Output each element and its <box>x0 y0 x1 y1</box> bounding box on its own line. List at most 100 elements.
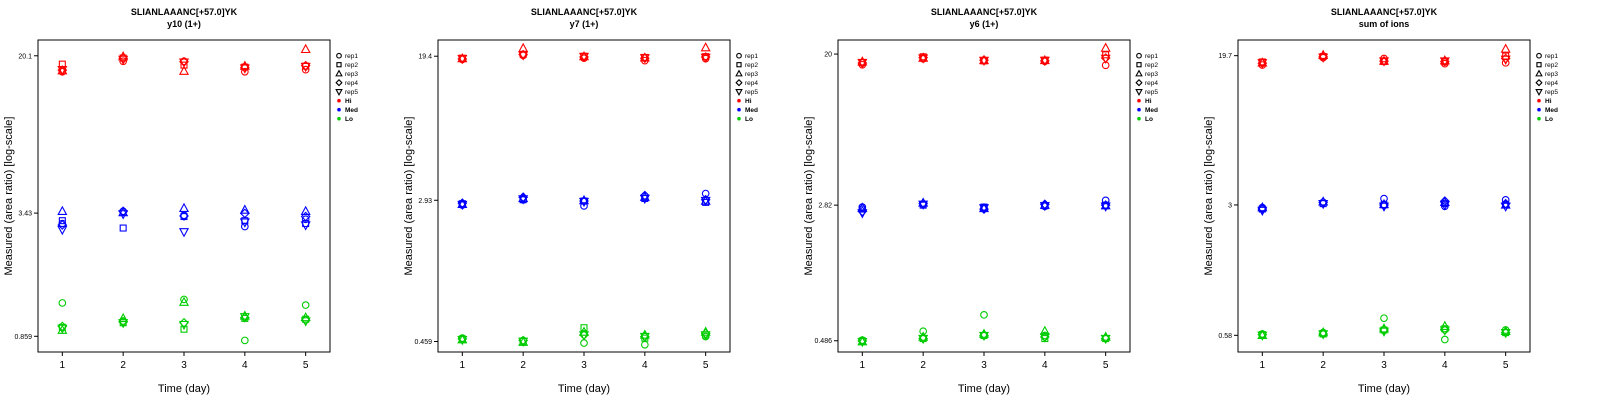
data-point-hi-rep3 <box>178 65 190 75</box>
data-point-hi-rep5 <box>300 62 311 73</box>
x-tick-label: 4 <box>1042 360 1048 371</box>
data-point-med-rep1 <box>301 215 310 224</box>
data-point-hi-rep5 <box>700 53 711 64</box>
x-axis-label: Time (day) <box>558 383 610 395</box>
x-tick-label: 5 <box>303 360 309 371</box>
data-point-med-rep4 <box>1439 196 1450 206</box>
data-point-lo-rep3 <box>300 311 311 322</box>
y-tick-label: 0.459 <box>414 339 432 346</box>
data-point-hi-rep5 <box>857 58 868 69</box>
data-point-hi-rep5 <box>239 64 250 74</box>
legend-marker-hi <box>1537 98 1541 103</box>
data-point-med-rep1 <box>1101 196 1110 205</box>
x-axis-label: Time (day) <box>158 383 210 395</box>
rep3-legend-marker <box>735 69 743 77</box>
data-point-hi-rep3 <box>1039 54 1050 65</box>
data-point-lo-rep5 <box>1378 327 1390 337</box>
legend-label-hi: Hi <box>345 98 352 105</box>
data-point-hi-rep5 <box>457 54 468 65</box>
legend-label-rep2: rep2 <box>745 62 758 69</box>
legend-label-med: Med <box>745 107 758 114</box>
data-point-med-rep5 <box>857 209 868 219</box>
data-point-lo-rep3 <box>118 312 129 323</box>
data-point-hi-rep5 <box>1500 55 1511 65</box>
data-point-med-rep5 <box>1257 206 1268 217</box>
data-point-hi-rep5 <box>1318 53 1329 63</box>
legend-label-rep2: rep2 <box>345 62 358 69</box>
y-tick-label: 2.93 <box>418 198 432 205</box>
plot-box <box>837 39 1131 353</box>
data-point-lo-rep3 <box>178 296 190 306</box>
rep5-legend-marker <box>335 88 343 96</box>
scatter-plot-y7: SLIANLAAANC[+57.0]YK y7 (1+) Measured (a… <box>403 7 758 395</box>
x-tick-label: 1 <box>1260 360 1266 371</box>
data-point-med-rep4 <box>179 211 189 221</box>
x-tick-label: 2 <box>520 360 526 371</box>
y-axis-label: Measured (area ratio) [log-scale] <box>3 117 15 276</box>
data-point-hi-rep5 <box>639 54 650 64</box>
legend-label-rep5: rep5 <box>1145 89 1158 96</box>
data-point-med-rep4 <box>300 211 311 222</box>
x-tick-label: 3 <box>1381 360 1387 371</box>
data-point-hi-rep4 <box>1500 53 1511 64</box>
rep1-legend-marker <box>336 52 342 59</box>
rep3-legend-marker <box>335 69 343 77</box>
y-tick-label: 19.7 <box>1218 53 1232 60</box>
data-point-hi-rep3 <box>1378 55 1390 65</box>
x-tick-label: 2 <box>1320 360 1326 371</box>
rep4-legend-marker <box>735 79 743 87</box>
rep3-legend-marker <box>1135 69 1143 77</box>
rep4-legend-marker <box>335 79 343 87</box>
data-point-med-rep4 <box>1100 200 1111 211</box>
data-point-lo-rep5 <box>918 334 929 345</box>
panel-title: SLIANLAAANC[+57.0]YK <box>931 7 1038 17</box>
data-point-med-rep5 <box>700 196 711 207</box>
scatter-plot-y6: SLIANLAAANC[+57.0]YK y6 (1+) Measured (a… <box>803 7 1158 395</box>
data-point-hi-rep5 <box>1257 59 1268 69</box>
y-tick-label: 0.859 <box>14 334 32 341</box>
data-point-lo-rep3 <box>1439 320 1450 330</box>
data-point-lo-rep5 <box>239 313 250 323</box>
panel-title: SLIANLAAANC[+57.0]YK <box>531 7 638 17</box>
data-point-lo-rep5 <box>700 331 711 341</box>
data-point-hi-rep5 <box>57 65 68 76</box>
data-point-lo-rep1 <box>301 301 310 309</box>
legend-label-rep3: rep3 <box>345 71 358 78</box>
rep2-legend-marker <box>1536 62 1542 68</box>
legend-label-rep1: rep1 <box>1145 53 1158 60</box>
data-point-med-rep5 <box>978 204 990 214</box>
x-tick-label: 1 <box>60 360 66 371</box>
data-point-hi-rep5 <box>978 56 990 67</box>
data-point-med-rep5 <box>239 218 250 228</box>
data-point-med-rep5 <box>457 200 468 211</box>
data-point-med-rep4 <box>239 208 250 219</box>
legend-label-rep4: rep4 <box>345 80 358 87</box>
rep4-legend-marker <box>1135 79 1143 87</box>
x-tick-label: 4 <box>1442 360 1448 371</box>
data-point-hi-rep5 <box>178 58 190 68</box>
x-tick-label: 4 <box>242 360 248 371</box>
data-point-hi-rep3 <box>457 53 468 63</box>
data-point-lo-rep1 <box>580 339 588 347</box>
data-point-lo-rep5 <box>578 331 590 341</box>
legend-label-rep3: rep3 <box>1145 71 1158 78</box>
y-axis-label: Measured (area ratio) [log-scale] <box>403 117 415 276</box>
data-point-hi-rep3 <box>1257 57 1268 67</box>
data-point-hi-rep5 <box>1100 54 1111 65</box>
legend-label-med: Med <box>1545 107 1558 114</box>
panel-title: SLIANLAAANC[+57.0]YK <box>1331 7 1438 17</box>
data-point-hi-rep5 <box>1039 56 1050 67</box>
x-axis-label: Time (day) <box>958 383 1010 395</box>
data-point-hi-rep3 <box>700 42 711 52</box>
x-tick-label: 3 <box>981 360 987 371</box>
legend-marker-lo <box>1537 116 1541 121</box>
legend-marker-hi <box>1137 98 1141 103</box>
legend-label-lo: Lo <box>745 116 753 123</box>
x-tick-label: 1 <box>860 360 866 371</box>
plot-box <box>1237 39 1531 353</box>
data-point-med-rep5 <box>1378 202 1390 212</box>
data-point-lo-rep1 <box>640 340 649 349</box>
legend-marker-med <box>1537 107 1541 112</box>
data-point-lo-rep4 <box>118 316 129 327</box>
